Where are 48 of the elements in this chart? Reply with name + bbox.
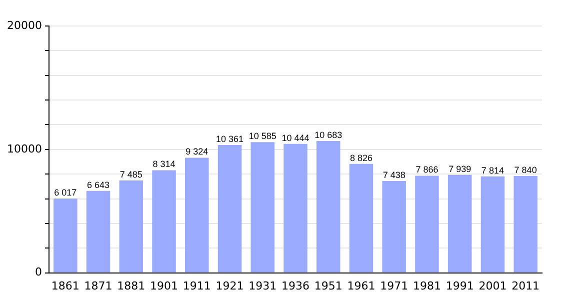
bar [250, 142, 275, 272]
data-label: 7 814 [481, 165, 504, 176]
bar [316, 140, 340, 272]
bar [185, 158, 209, 272]
x-tick-label: 1871 [84, 279, 112, 292]
x-tick-label: 1921 [216, 279, 244, 292]
data-label: 7 438 [382, 170, 406, 180]
data-label: 6 017 [54, 188, 77, 198]
bar [119, 180, 144, 272]
x-tick-label: 1981 [412, 279, 441, 292]
y-tick-label: 0 [34, 266, 42, 279]
x-tick-label: 1911 [182, 279, 211, 292]
y-tick-label: 20000 [6, 18, 42, 32]
data-label: 7 840 [514, 165, 537, 176]
data-label: 7 485 [120, 169, 142, 180]
bar [86, 190, 110, 272]
x-tick-label: 1961 [347, 279, 376, 292]
bar [284, 144, 308, 272]
x-tick-label: 1861 [51, 279, 80, 292]
x-tick-label: 1991 [446, 279, 474, 292]
y-tick-label: 10000 [6, 142, 42, 156]
data-label: 7 866 [416, 164, 438, 175]
x-tick-label: 1901 [150, 279, 178, 292]
data-label: 10 683 [314, 130, 342, 140]
x-tick-label: 1951 [314, 279, 342, 292]
bar [415, 176, 439, 272]
x-tick-label: 2001 [478, 279, 507, 292]
data-label: 6 643 [87, 180, 110, 190]
bar [152, 170, 176, 272]
data-label: 8 314 [152, 159, 176, 170]
bar [514, 176, 538, 272]
data-label: 8 826 [350, 152, 372, 163]
bar [349, 164, 374, 272]
data-label: 9 324 [186, 146, 208, 157]
x-tick-label: 1936 [281, 279, 310, 292]
bar [448, 174, 472, 272]
bar [218, 144, 242, 272]
x-tick-label: 2011 [512, 279, 540, 292]
x-tick-label: 1931 [248, 279, 277, 292]
data-label: 7 939 [448, 164, 472, 174]
x-tick-label: 1881 [117, 279, 146, 292]
data-label: 10 444 [282, 132, 310, 143]
bar [382, 181, 406, 272]
bar [54, 198, 78, 272]
bar [480, 176, 505, 272]
x-tick-label: 1971 [380, 279, 408, 292]
data-label: 10 361 [216, 134, 244, 144]
data-label: 10 585 [248, 131, 276, 142]
